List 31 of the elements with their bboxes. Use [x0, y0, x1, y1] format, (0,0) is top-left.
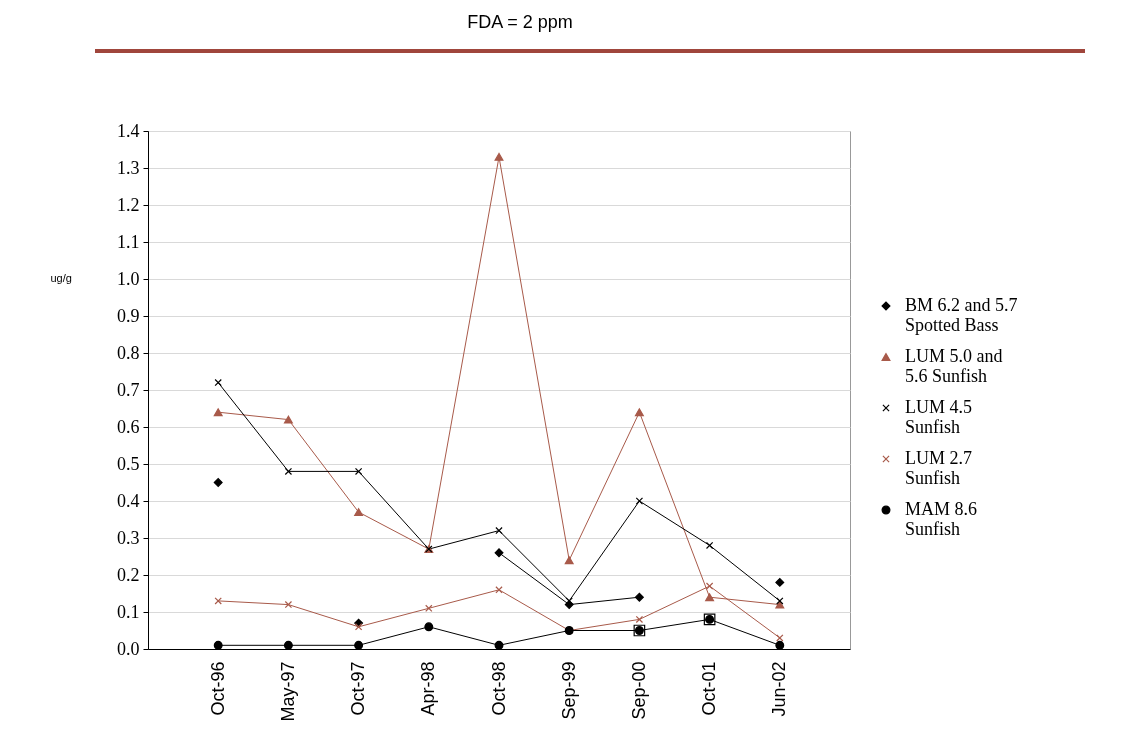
legend-label: MAM 8.6 Sunfish	[905, 499, 978, 539]
y-tick-label: 1.1	[117, 231, 140, 252]
y-tick-label: 0.4	[117, 490, 140, 511]
y-tick-label: 0.5	[117, 453, 140, 474]
x-tick-label: Apr-98	[418, 661, 439, 716]
y-tick-label: 1.2	[117, 194, 140, 215]
y-tick-label: 0.6	[117, 416, 140, 437]
x-tick-label: Oct-96	[207, 661, 228, 716]
x-tick-label: Sep-99	[558, 661, 579, 720]
x-tick-label: Sep-00	[628, 661, 649, 720]
y-tick-label: 0.9	[117, 305, 140, 326]
legend-label: LUM 4.5 Sunfish	[905, 397, 972, 437]
y-tick-label: 0.7	[117, 379, 140, 400]
x-tick-label: Jun-02	[769, 661, 790, 717]
legend-label: LUM 2.7 Sunfish	[905, 448, 972, 488]
x-tick-label: Oct-97	[348, 661, 369, 716]
x-tick-label: Oct-01	[699, 661, 720, 716]
y-tick-label: 1.0	[117, 268, 140, 289]
y-tick-label: 0.8	[117, 342, 140, 363]
y-tick-label: 0.1	[117, 601, 140, 622]
y-tick-label: 0.3	[117, 527, 140, 548]
y-tick-label: 1.4	[117, 120, 140, 141]
y-axis-title: ug/g	[50, 271, 72, 284]
x-tick-label: May-97	[277, 661, 298, 722]
x-tick-label: Oct-98	[488, 661, 509, 716]
y-tick-label: 1.3	[117, 157, 140, 178]
legend-label: BM 6.2 and 5.7 Spotted Bass	[905, 295, 1018, 335]
chart-title: FDA = 2 ppm	[467, 12, 573, 32]
y-tick-label: 0.2	[117, 564, 140, 585]
y-tick-label: 0.0	[117, 638, 140, 659]
legend-label: LUM 5.0 and 5.6 Sunfish	[905, 346, 1003, 386]
